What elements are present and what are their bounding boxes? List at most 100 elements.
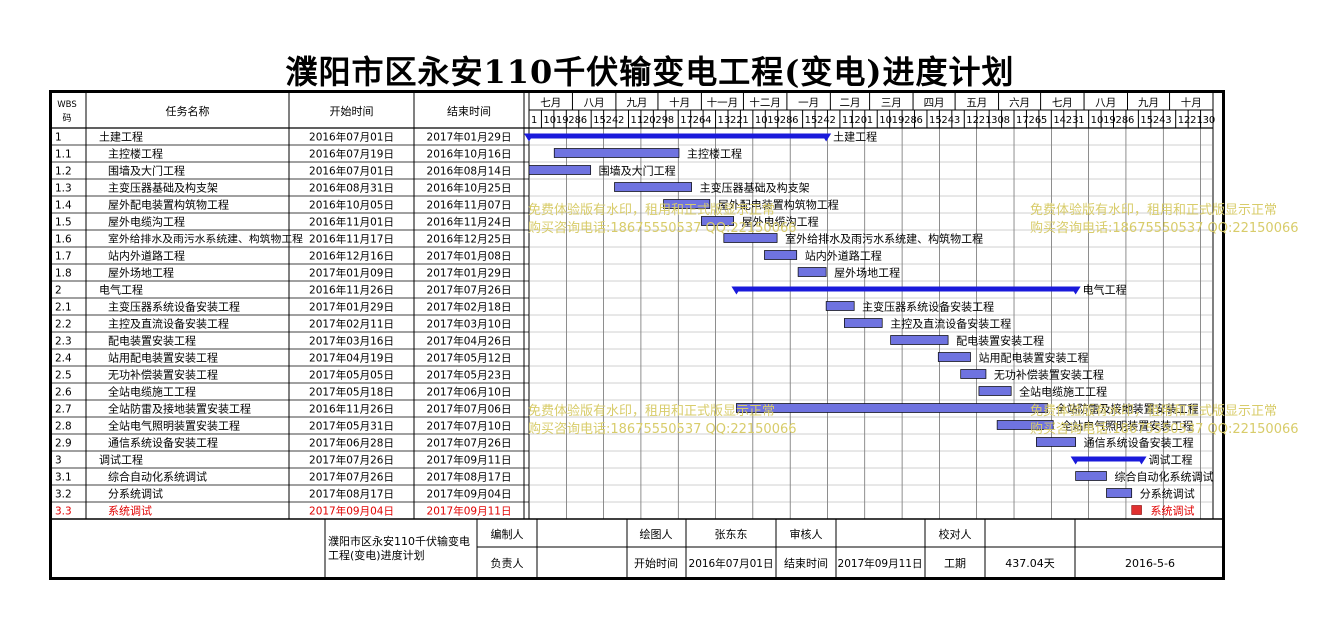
task-bar [844,318,883,328]
task-bar [978,386,1012,396]
wbs-code: 2.4 [55,353,72,365]
task-start: 2017年05月18日 [309,386,394,399]
bar-label: 调试工程 [1149,454,1193,467]
task-start: 2017年09月04日 [309,505,394,518]
task-name: 调试工程 [99,454,143,467]
day-label: 8 [1004,115,1010,126]
day-label: 3 [1165,115,1171,126]
task-end: 2016年11月07日 [427,199,512,212]
task-end: 2017年09月11日 [427,505,512,518]
day-label: 20 [854,115,867,126]
task-start: 2017年03月16日 [309,335,394,348]
day-label: 26 [1028,115,1041,126]
task-start: 2016年11月26日 [309,284,394,297]
editor-label: 编制人 [491,527,524,541]
day-label: 22 [730,115,743,126]
task-name: 全站电缆施工工程 [108,385,196,399]
task-end: 2017年09月11日 [427,454,512,467]
bar-label: 全站电气照明装置安装工程 [1061,419,1193,433]
drawer-label: 绘图人 [640,527,673,541]
task-end: 2016年12月25日 [427,233,512,246]
month-label: 四月 [924,97,945,109]
day-label: 17 [680,115,693,126]
task-end: 2016年10月16日 [427,148,512,161]
bar-label: 站内外道路工程 [805,249,882,263]
day-label: 14 [1053,115,1066,126]
summary-bar [736,286,1076,292]
task-start: 2017年04月19日 [309,352,394,365]
wbs-code: 1.5 [55,217,72,229]
wbs-code: 1.2 [55,166,72,178]
task-name: 配电装置安装工程 [108,334,196,348]
bar-label: 屋外电缆沟工程 [742,216,819,229]
col-header-end: 结束时间 [447,105,491,118]
wbs-code: 2.6 [55,387,72,399]
task-name: 综合自动化系统调试 [108,470,207,484]
day-label: 19 [1103,115,1116,126]
task-name: 系统调试 [108,505,152,518]
task-start: 2016年11月01日 [309,216,394,229]
duration-label: 工期 [944,557,966,570]
month-label: 一月 [798,97,819,109]
day-label: 24 [941,115,954,126]
day-label: 4 [705,115,711,126]
bar-label: 主变压器基础及构支架 [700,181,810,195]
wbs-code: 1.1 [55,149,72,161]
task-name: 通信系统设备安装工程 [108,436,218,450]
wbs-code: 1.8 [55,268,72,280]
task-start: 2017年07月26日 [309,471,394,484]
day-label: 13 [718,115,731,126]
critical-bar [1131,505,1142,515]
end-label: 结束时间 [784,557,828,570]
day-label: 28 [568,115,581,126]
day-label: 8 [668,115,674,126]
day-label: 10 [755,115,768,126]
day-label: 3 [954,115,960,126]
summary-end-marker [1070,286,1081,295]
duration-value: 437.04天 [1005,557,1055,570]
footer-project-line2: 工程(变电)进度计划 [328,548,425,562]
day-label: 28 [1116,115,1129,126]
task-end: 2016年10月25日 [427,182,512,195]
month-label: 八月 [1095,97,1116,109]
task-start: 2016年10月05日 [309,199,394,212]
task-name: 无功补偿装置安装工程 [108,368,218,382]
bar-label: 全站电缆施工工程 [1019,385,1107,399]
task-start: 2017年02月11日 [309,318,394,331]
task-start: 2016年07月19日 [309,148,394,161]
day-label: 15 [929,115,942,126]
task-start: 2016年12月16日 [309,250,394,263]
wbs-code: 2.3 [55,336,72,348]
task-name: 屋外电缆沟工程 [108,216,185,229]
task-bar [890,335,949,345]
day-label: 10 [879,115,892,126]
col-header-wbs-code: 码 [62,113,71,124]
day-label: 15 [805,115,818,126]
day-label: 2 [618,115,624,126]
task-bar [553,148,680,158]
day-label: 11 [842,115,855,126]
gantt-chart: 七月 八月 九月 十月 十一月 十二月 一月 二月 三月 四月 五月 六月 七月 八月 九月 十月1 10 19 2… [49,93,1225,580]
month-label: 十月 [1181,96,1202,109]
wbs-code: 3 [55,455,62,467]
wbs-code: 3.1 [55,472,72,484]
day-label: 1 [1078,115,1084,126]
day-label: 28 [904,115,917,126]
day-label: 6 [917,115,923,126]
task-bar [937,352,971,362]
bar-label: 无功补偿装置安装工程 [994,368,1104,382]
task-start: 2016年08月31日 [309,182,394,195]
wbs-code: 1.6 [55,234,72,246]
month-label: 七月 [1052,97,1073,109]
task-bar [701,216,734,226]
day-label: 1 [742,115,748,126]
task-bar [723,233,778,243]
task-end: 2017年01月29日 [427,131,512,144]
month-label: 三月 [881,97,902,109]
month-label: 十二月 [749,96,781,109]
task-start: 2016年07月01日 [309,131,394,144]
wbs-code: 3.3 [55,506,72,518]
wbs-code: 2.7 [55,404,72,416]
day-label: 29 [655,115,668,126]
month-label: 九月 [1138,97,1159,109]
